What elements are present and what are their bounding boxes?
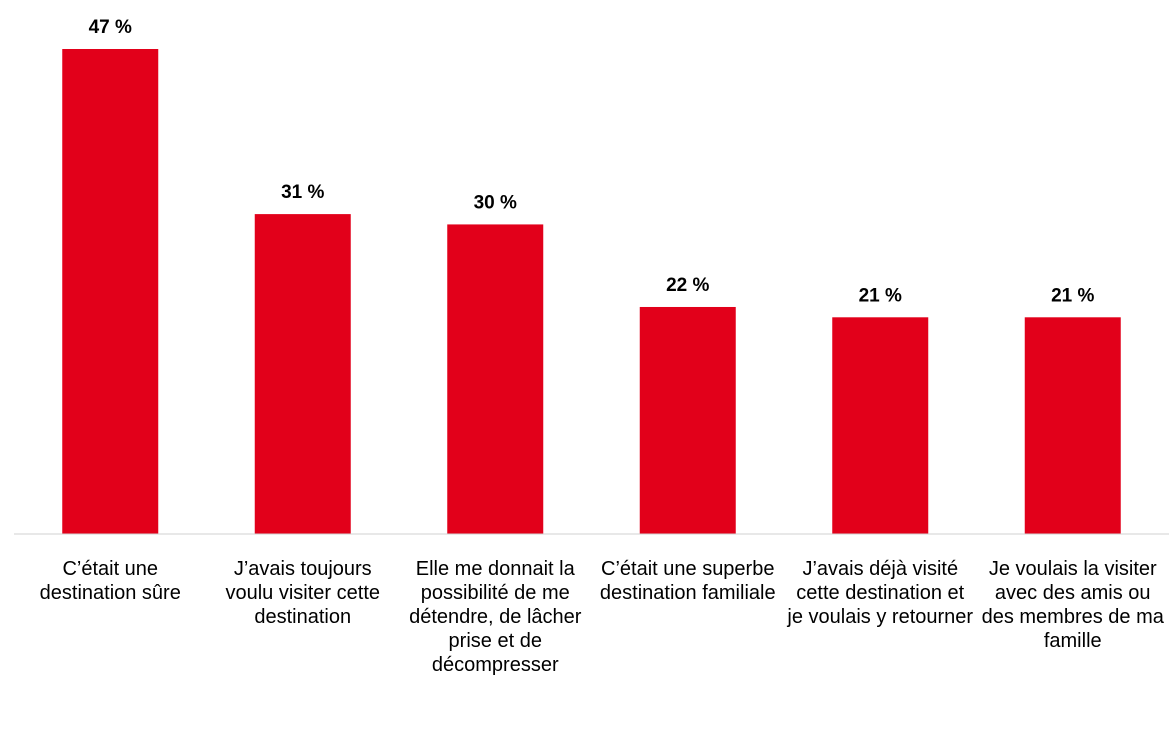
bar (832, 317, 929, 534)
x-tick-label: J’avais toujours voulu visiter cette des… (225, 558, 380, 628)
value-label: 31 % (281, 182, 324, 203)
x-tick-label: C’était une destination sûre (39, 558, 181, 604)
value-label: 22 % (666, 275, 709, 296)
value-label: 21 % (1051, 285, 1094, 306)
x-tick-label: J’avais déjà visité cette destination et… (787, 558, 974, 628)
x-tick-label: Elle me donnait la possibilité de me dét… (409, 558, 582, 676)
bar (62, 49, 159, 534)
bar (447, 224, 544, 534)
x-tick-label: C’était une superbe destination familial… (599, 558, 776, 604)
value-label: 21 % (859, 285, 902, 306)
bar (254, 214, 351, 534)
bar (1024, 317, 1121, 534)
value-label: 30 % (474, 192, 517, 213)
value-label: 47 % (89, 17, 132, 38)
bar (639, 306, 736, 534)
x-tick-label: Je voulais la visiter avec des amis ou d… (981, 558, 1164, 652)
